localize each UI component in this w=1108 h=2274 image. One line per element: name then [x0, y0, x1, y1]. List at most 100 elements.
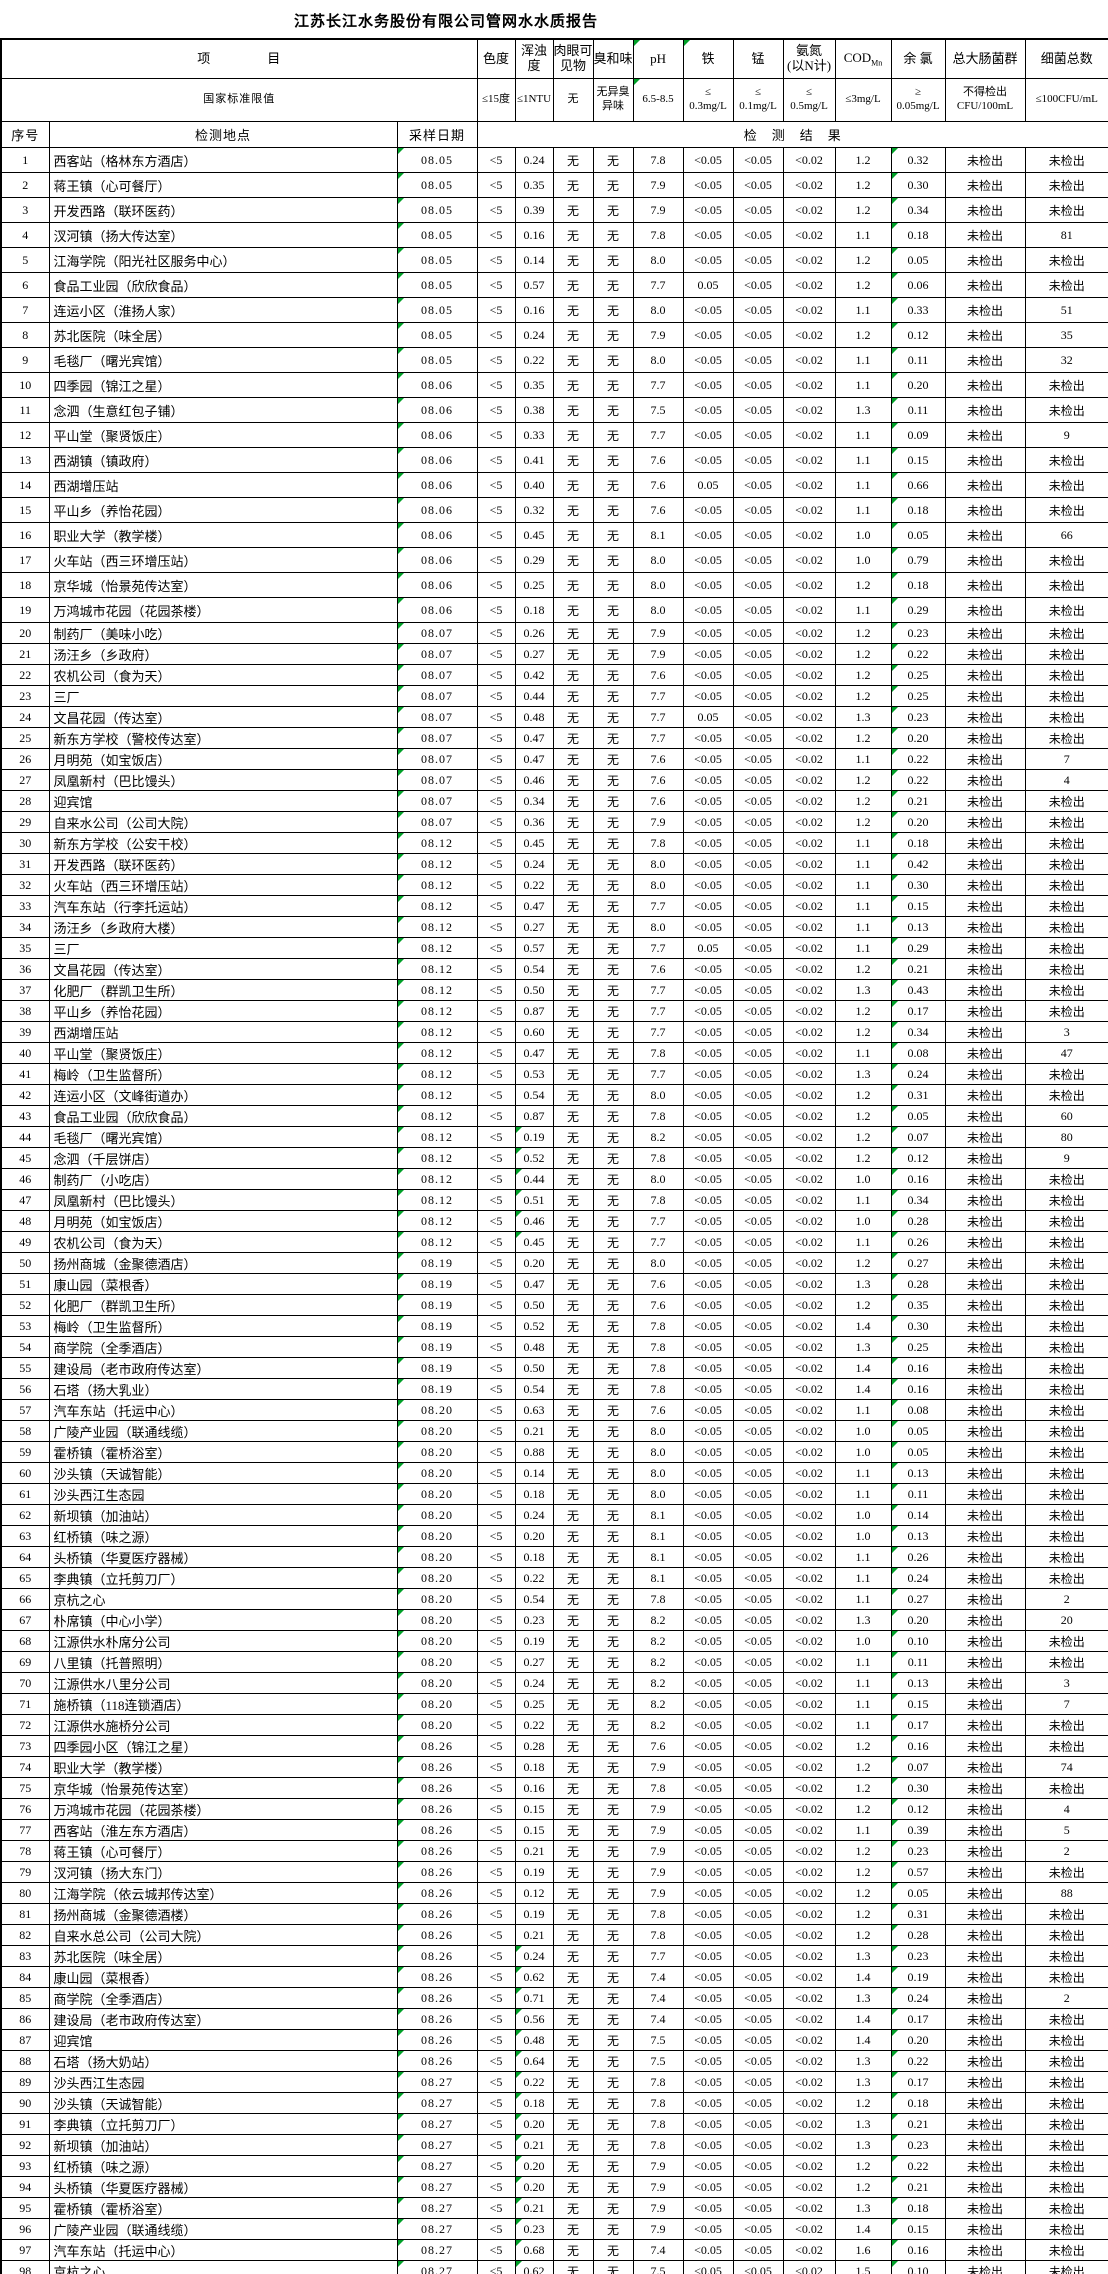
cell-location: 万鸿城市花园（花园茶楼）: [48, 597, 398, 623]
cell-manganese: <0.05: [732, 2134, 784, 2156]
cell-colority: <5: [476, 1126, 516, 1148]
cell-visible-matter: 无: [552, 958, 594, 980]
header-cod-mn: CODMn: [834, 38, 892, 79]
cell-bacteria-count: 未检出: [1024, 958, 1108, 980]
cell-no: 91: [0, 2113, 50, 2135]
cell-turbidity: 0.27: [514, 1651, 554, 1673]
cell-no: 18: [0, 572, 50, 598]
cell-ammonia-n: <0.02: [782, 172, 836, 198]
cell-ph: 7.6: [632, 472, 684, 498]
cell-iron: <0.05: [682, 1819, 734, 1841]
cell-bacteria-count: 未检出: [1024, 147, 1108, 173]
cell-ammonia-n: <0.02: [782, 1189, 836, 1211]
cell-iron: <0.05: [682, 1966, 734, 1988]
cell-turbidity: 0.50: [514, 1294, 554, 1316]
cell-manganese: <0.05: [732, 1567, 784, 1589]
cell-turbidity: 0.35: [514, 172, 554, 198]
cell-total-coliform: 未检出: [944, 1840, 1026, 1862]
cell-ph: 8.0: [632, 1441, 684, 1463]
cell-visible-matter: 无: [552, 1147, 594, 1169]
cell-visible-matter: 无: [552, 197, 594, 223]
cell-residual-chlorine: 0.57: [890, 1861, 946, 1883]
cell-colority: <5: [476, 1840, 516, 1862]
cell-no: 2: [0, 172, 50, 198]
cell-turbidity: 0.20: [514, 2176, 554, 2198]
cell-iron: <0.05: [682, 497, 734, 523]
cell-residual-chlorine: 0.20: [890, 372, 946, 398]
cell-ph: 7.9: [632, 2218, 684, 2240]
table-row: 4 汊河镇（扬大传达室） 08.05 <5 0.16 无无 7.8 <0.05 <0.05 <0.…: [0, 222, 1108, 248]
table-row: 8 苏北医院（味全居） 08.05 <5 0.24 无无 7.9 <0.05 <0.05 <0.0…: [0, 322, 1108, 348]
cell-no: 82: [0, 1924, 50, 1946]
cell-bacteria-count: 未检出: [1024, 2071, 1108, 2093]
cell-cod-mn: 1.2: [834, 1861, 892, 1883]
cell-no: 69: [0, 1651, 50, 1673]
cell-colority: <5: [476, 1882, 516, 1904]
cell-ammonia-n: <0.02: [782, 769, 836, 791]
cell-residual-chlorine: 0.30: [890, 1777, 946, 1799]
cell-residual-chlorine: 0.08: [890, 1399, 946, 1421]
cell-manganese: <0.05: [732, 622, 784, 644]
cell-location: 石塔（扬大奶站）: [48, 2050, 398, 2072]
header-results: 检 测 结 果: [476, 121, 1108, 148]
cell-ph: 7.6: [632, 1735, 684, 1757]
cell-location: 毛毯厂（曙光宾馆）: [48, 347, 398, 373]
cell-total-coliform: 未检出: [944, 522, 1026, 548]
cell-ph: 8.0: [632, 1462, 684, 1484]
cell-cod-mn: 1.4: [834, 2008, 892, 2030]
cell-date: 08.27: [396, 2155, 478, 2177]
cell-manganese: <0.05: [732, 2155, 784, 2177]
cell-colority: <5: [476, 1966, 516, 1988]
cell-location: 四季园（锦江之星）: [48, 372, 398, 398]
cell-ammonia-n: <0.02: [782, 1126, 836, 1148]
cell-no: 94: [0, 2176, 50, 2198]
cell-iron: <0.05: [682, 372, 734, 398]
limit-odor-taste: 无异臭 异味: [592, 78, 634, 122]
cell-ammonia-n: <0.02: [782, 1630, 836, 1652]
header-turbidity: 浑浊度: [514, 38, 554, 79]
cell-odor-taste: 无: [592, 1462, 634, 1484]
cell-iron: <0.05: [682, 572, 734, 598]
cell-visible-matter: 无: [552, 2050, 594, 2072]
cell-no: 61: [0, 1483, 50, 1505]
cell-ph: 7.7: [632, 1063, 684, 1085]
cell-manganese: <0.05: [732, 1819, 784, 1841]
cell-visible-matter: 无: [552, 1504, 594, 1526]
cell-no: 3: [0, 197, 50, 223]
cell-no: 14: [0, 472, 50, 498]
cell-no: 87: [0, 2029, 50, 2051]
cell-residual-chlorine: 0.33: [890, 297, 946, 323]
cell-date: 08.19: [396, 1315, 478, 1337]
cell-residual-chlorine: 0.20: [890, 727, 946, 749]
cell-visible-matter: 无: [552, 1084, 594, 1106]
cell-ammonia-n: <0.02: [782, 1336, 836, 1358]
cell-no: 97: [0, 2239, 50, 2261]
cell-colority: <5: [476, 1063, 516, 1085]
cell-location: 江源供水八里分公司: [48, 1672, 398, 1694]
cell-manganese: <0.05: [732, 597, 784, 623]
cell-turbidity: 0.46: [514, 769, 554, 791]
cell-iron: <0.05: [682, 1315, 734, 1337]
cell-date: 08.12: [396, 916, 478, 938]
cell-iron: <0.05: [682, 1000, 734, 1022]
cell-ammonia-n: <0.02: [782, 247, 836, 273]
cell-turbidity: 0.21: [514, 1420, 554, 1442]
cell-location: 霍桥镇（霍桥浴室）: [48, 1441, 398, 1463]
table-row: 20 制药厂（美味小吃） 08.07 <5 0.26 无无 7.9 <0.05 <0.05 <0.…: [0, 622, 1108, 644]
cell-total-coliform: 未检出: [944, 147, 1026, 173]
cell-colority: <5: [476, 297, 516, 323]
cell-visible-matter: 无: [552, 1483, 594, 1505]
cell-residual-chlorine: 0.27: [890, 1588, 946, 1610]
cell-visible-matter: 无: [552, 1714, 594, 1736]
cell-iron: <0.05: [682, 1378, 734, 1400]
table-row: 24 文昌花园（传达室） 08.07 <5 0.48 无无 7.7 0.05 <0.05 <0.0…: [0, 706, 1108, 728]
cell-residual-chlorine: 0.25: [890, 664, 946, 686]
cell-ammonia-n: <0.02: [782, 958, 836, 980]
cell-ph: 7.4: [632, 1987, 684, 2009]
cell-bacteria-count: 未检出: [1024, 1903, 1108, 1925]
cell-manganese: <0.05: [732, 958, 784, 980]
cell-colority: <5: [476, 1672, 516, 1694]
cell-location: 迎宾馆: [48, 2029, 398, 2051]
table-row: 15 平山乡（养怡花园） 08.06 <5 0.32 无无 7.6 <0.05 <0.05 <0.…: [0, 497, 1108, 523]
